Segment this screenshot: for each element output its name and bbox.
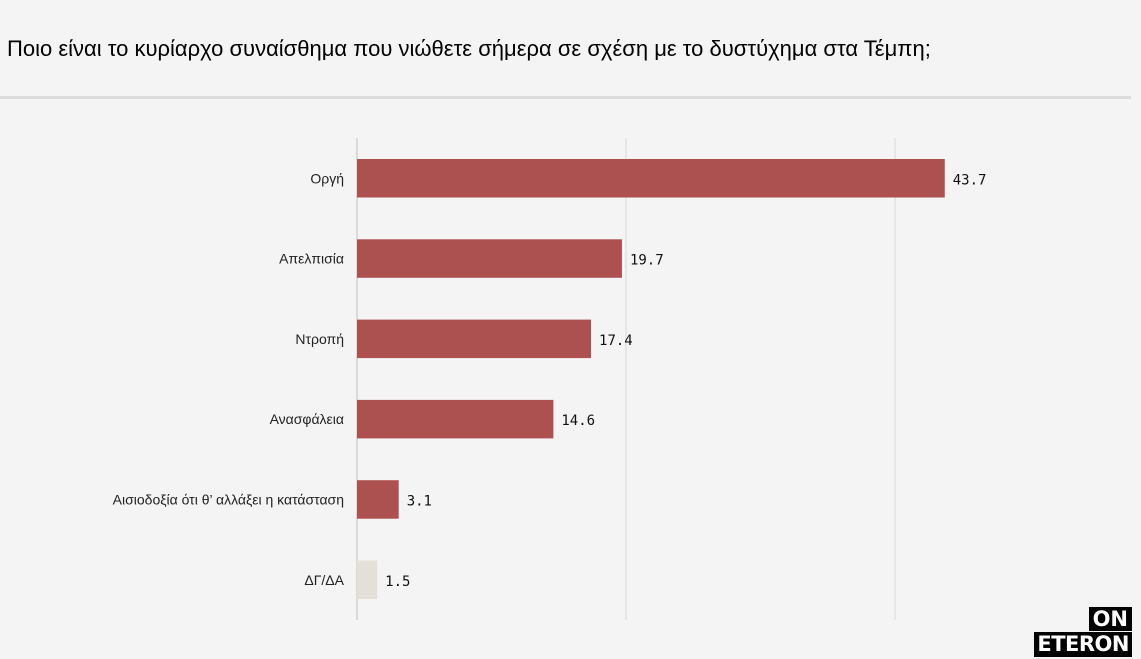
category-label: Ντροπή — [295, 331, 344, 347]
bar — [357, 319, 592, 359]
bar — [357, 239, 622, 278]
category-label: Ανασφάλεια — [270, 411, 344, 427]
category-label: Αισιοδοξία ότι θ’ αλλάξει η κατάσταση — [113, 491, 344, 507]
category-label: Οργή — [310, 170, 344, 186]
value-label: 3.1 — [407, 493, 432, 509]
bar — [357, 480, 399, 519]
category-label: Απελπισία — [279, 251, 344, 267]
bar — [357, 560, 378, 599]
eteron-logo: ON ETERON — [1034, 607, 1132, 657]
value-label: 43.7 — [953, 172, 987, 188]
logo-on-text: ON — [1088, 607, 1132, 631]
value-label: 17.4 — [599, 333, 633, 349]
value-label: 14.6 — [561, 413, 595, 429]
bar — [357, 399, 554, 439]
category-label: ΔΓ/ΔΑ — [304, 572, 344, 588]
chart-title: Ποιο είναι το κυρίαρχο συναίσθημα που νι… — [7, 36, 931, 61]
value-label: 1.5 — [385, 574, 410, 590]
logo-eteron-text: ETERON — [1034, 632, 1132, 657]
title-divider — [0, 96, 1131, 99]
value-label: 19.7 — [630, 253, 664, 269]
bar — [357, 159, 945, 198]
